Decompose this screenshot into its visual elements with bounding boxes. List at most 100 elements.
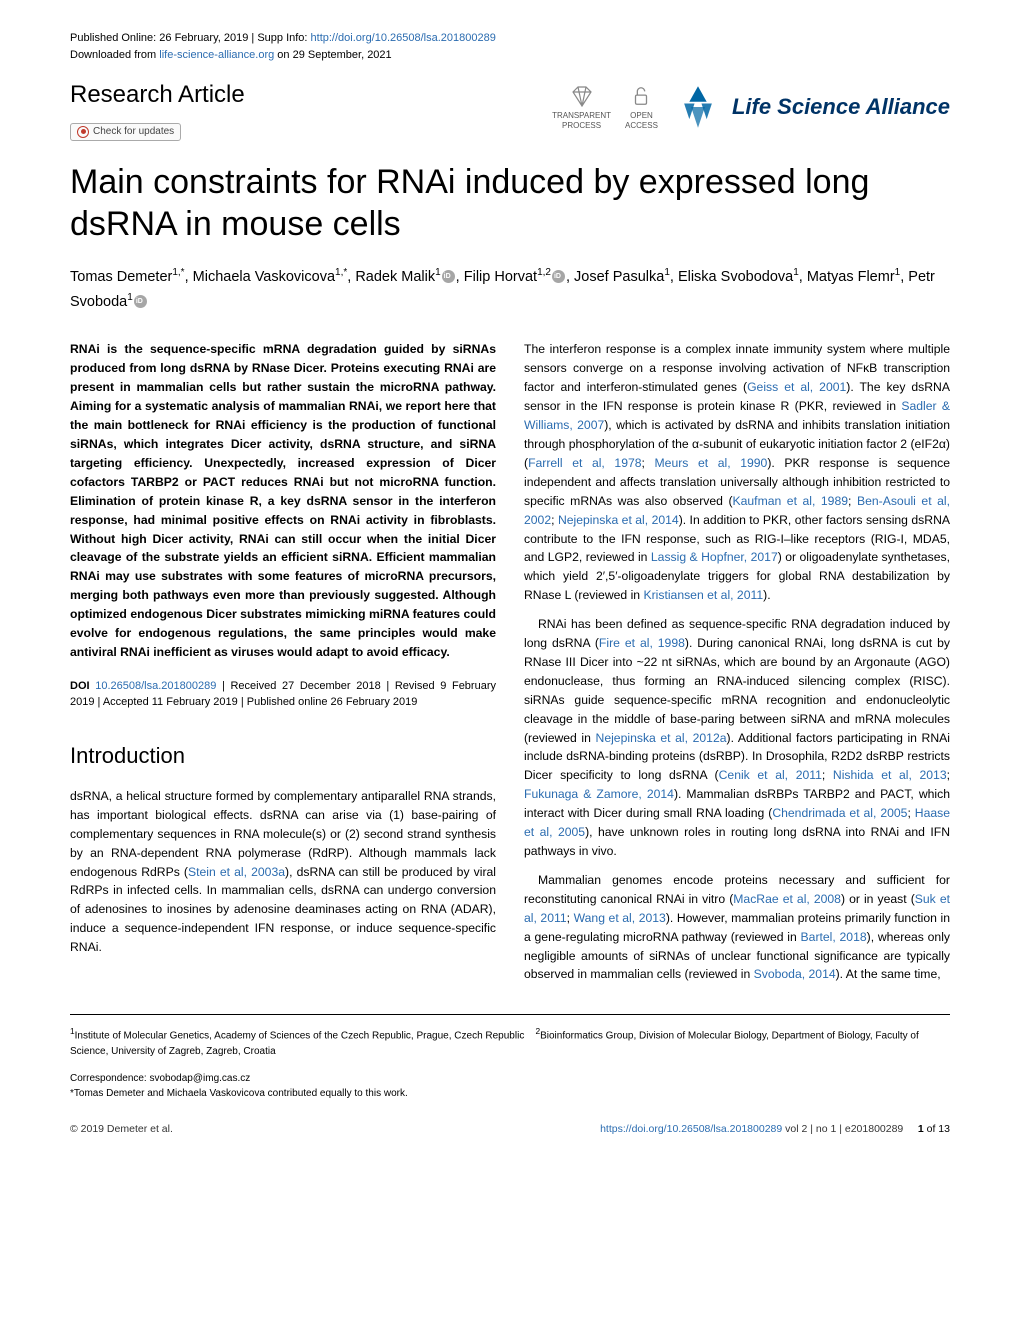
transparent-process-badge: TRANSPARENT PROCESS <box>552 84 611 130</box>
author: Michaela Vaskovicova <box>193 268 335 284</box>
source-link[interactable]: life-science-alliance.org <box>159 49 274 61</box>
transparent-label1: TRANSPARENT <box>552 111 611 121</box>
lock-open-icon <box>629 84 653 108</box>
author-sup: 1 <box>435 267 441 278</box>
sep: ; <box>822 768 833 782</box>
citation-link[interactable]: Kaufman et al, 1989 <box>733 494 849 508</box>
journal-logo-text: Life Science Alliance <box>732 94 950 120</box>
footer-doi-link[interactable]: https://doi.org/10.26508/lsa.201800289 <box>600 1123 782 1135</box>
body-text: ). At the same time, <box>836 967 941 981</box>
affiliation-text: Institute of Molecular Genetics, Academy… <box>75 1031 525 1042</box>
body-paragraph: Mammalian genomes encode proteins necess… <box>524 871 950 984</box>
pub-date-text: Published Online: 26 February, 2019 | Su… <box>70 32 311 44</box>
download-prefix: Downloaded from <box>70 49 159 61</box>
open-label2: ACCESS <box>625 121 658 131</box>
intro-paragraph: dsRNA, a helical structure formed by com… <box>70 787 496 957</box>
orcid-icon[interactable] <box>442 270 455 283</box>
right-column: The interferon response is a complex inn… <box>524 340 950 994</box>
footer-rule <box>70 1014 950 1015</box>
citation-link[interactable]: Meurs et al, 1990 <box>655 456 768 470</box>
body-text: ), have unknown roles in routing long ds… <box>524 825 950 858</box>
sep: ; <box>848 494 857 508</box>
author-sup: 1,* <box>172 267 184 278</box>
introduction-heading: Introduction <box>70 739 496 773</box>
citation-link[interactable]: Nishida et al, 2013 <box>833 768 947 782</box>
sep: ; <box>567 911 574 925</box>
author-sup: 1 <box>664 267 670 278</box>
body-text: ). <box>763 588 770 602</box>
correspondence-email: svobodap@img.cas.cz <box>150 1073 251 1084</box>
citation-link[interactable]: Lassig & Hopfner, 2017 <box>651 550 778 564</box>
copyright: © 2019 Demeter et al. <box>70 1123 173 1135</box>
download-date: on 29 September, 2021 <box>277 49 391 61</box>
sep: ; <box>947 768 950 782</box>
open-label1: OPEN <box>630 111 653 121</box>
doi-link[interactable]: http://doi.org/10.26508/lsa.201800289 <box>311 32 496 44</box>
footer-right: https://doi.org/10.26508/lsa.201800289 v… <box>600 1123 950 1135</box>
article-type: Research Article <box>70 81 552 109</box>
author-list: Tomas Demeter1,*, Michaela Vaskovicova1,… <box>70 264 950 315</box>
page-footer: © 2019 Demeter et al. https://doi.org/10… <box>70 1123 950 1135</box>
author-sup: 1 <box>127 292 133 303</box>
author: Matyas Flemr <box>807 268 895 284</box>
vol-info: vol 2 | no 1 | e201800289 <box>782 1123 903 1135</box>
citation-link[interactable]: Stein et al, 2003a <box>188 865 285 879</box>
author-sup: 1 <box>793 267 799 278</box>
citation-link[interactable]: Nejepinska et al, 2014 <box>558 513 679 527</box>
main-columns: RNAi is the sequence-specific mRNA degra… <box>70 340 950 994</box>
body-paragraph: RNAi has been defined as sequence-specif… <box>524 615 950 861</box>
crossmark-icon <box>77 126 89 138</box>
citation-link[interactable]: Bartel, 2018 <box>801 930 867 944</box>
citation-link[interactable]: Fukunaga & Zamore, 2014 <box>524 787 674 801</box>
doi-label: DOI <box>70 680 95 692</box>
author: Josef Pasulka <box>574 268 664 284</box>
check-updates-label: Check for updates <box>93 126 174 137</box>
orcid-icon[interactable] <box>552 270 565 283</box>
header-row: Research Article Check for updates TRANS… <box>70 81 950 141</box>
article-title: Main constraints for RNAi induced by exp… <box>70 161 950 246</box>
page-total: of 13 <box>924 1123 950 1135</box>
citation-link[interactable]: Kristiansen et al, 2011 <box>643 588 763 602</box>
doi-article-link[interactable]: 10.26508/lsa.201800289 <box>95 680 216 692</box>
open-access-badge: OPEN ACCESS <box>625 84 658 130</box>
orcid-icon[interactable] <box>134 295 147 308</box>
citation-link[interactable]: Fire et al, 1998 <box>599 636 685 650</box>
author: Tomas Demeter <box>70 268 172 284</box>
transparent-label2: PROCESS <box>562 121 601 131</box>
body-paragraph: The interferon response is a complex inn… <box>524 340 950 605</box>
body-text: ) or in yeast ( <box>841 892 915 906</box>
affiliations: 1Institute of Molecular Genetics, Academ… <box>70 1025 950 1058</box>
citation-link[interactable]: Chendrimada et al, 2005 <box>772 806 907 820</box>
diamond-icon <box>570 84 594 108</box>
abstract: RNAi is the sequence-specific mRNA degra… <box>70 340 496 661</box>
author: Radek Malik <box>355 268 435 284</box>
citation-link[interactable]: Geiss et al, 2001 <box>747 380 846 394</box>
header-right: TRANSPARENT PROCESS OPEN ACCESS <box>552 81 950 133</box>
author-sup: 1,2 <box>537 267 551 278</box>
citation-link[interactable]: Wang et al, 2013 <box>574 911 666 925</box>
sep: ; <box>907 806 914 820</box>
correspondence-label: Correspondence: <box>70 1073 150 1084</box>
sep: ; <box>551 513 558 527</box>
citation-link[interactable]: Nejepinska et al, 2012a <box>596 731 727 745</box>
check-updates-badge[interactable]: Check for updates <box>70 123 181 141</box>
lsa-logo-icon <box>672 81 724 133</box>
left-column: RNAi is the sequence-specific mRNA degra… <box>70 340 496 994</box>
header-left: Research Article Check for updates <box>70 81 552 141</box>
citation-link[interactable]: MacRae et al, 2008 <box>733 892 841 906</box>
author-sup: 1,* <box>335 267 347 278</box>
correspondence: Correspondence: svobodap@img.cas.cz *Tom… <box>70 1071 950 1101</box>
citation-link[interactable]: Farrell et al, 1978 <box>528 456 641 470</box>
publication-info: Published Online: 26 February, 2019 | Su… <box>70 30 950 63</box>
doi-block: DOI 10.26508/lsa.201800289 | Received 27… <box>70 678 496 711</box>
author-sup: 1 <box>895 267 901 278</box>
author: Eliska Svobodova <box>678 268 793 284</box>
equal-contrib-note: *Tomas Demeter and Michaela Vaskovicova … <box>70 1088 408 1099</box>
sep: ; <box>642 456 655 470</box>
citation-link[interactable]: Cenik et al, 2011 <box>719 768 822 782</box>
body-text: ). During canonical RNAi, long dsRNA is … <box>524 636 950 745</box>
citation-link[interactable]: Svoboda, 2014 <box>754 967 836 981</box>
page-number: 1 of 13 <box>918 1123 950 1135</box>
journal-logo: Life Science Alliance <box>672 81 950 133</box>
author: Filip Horvat <box>464 268 537 284</box>
